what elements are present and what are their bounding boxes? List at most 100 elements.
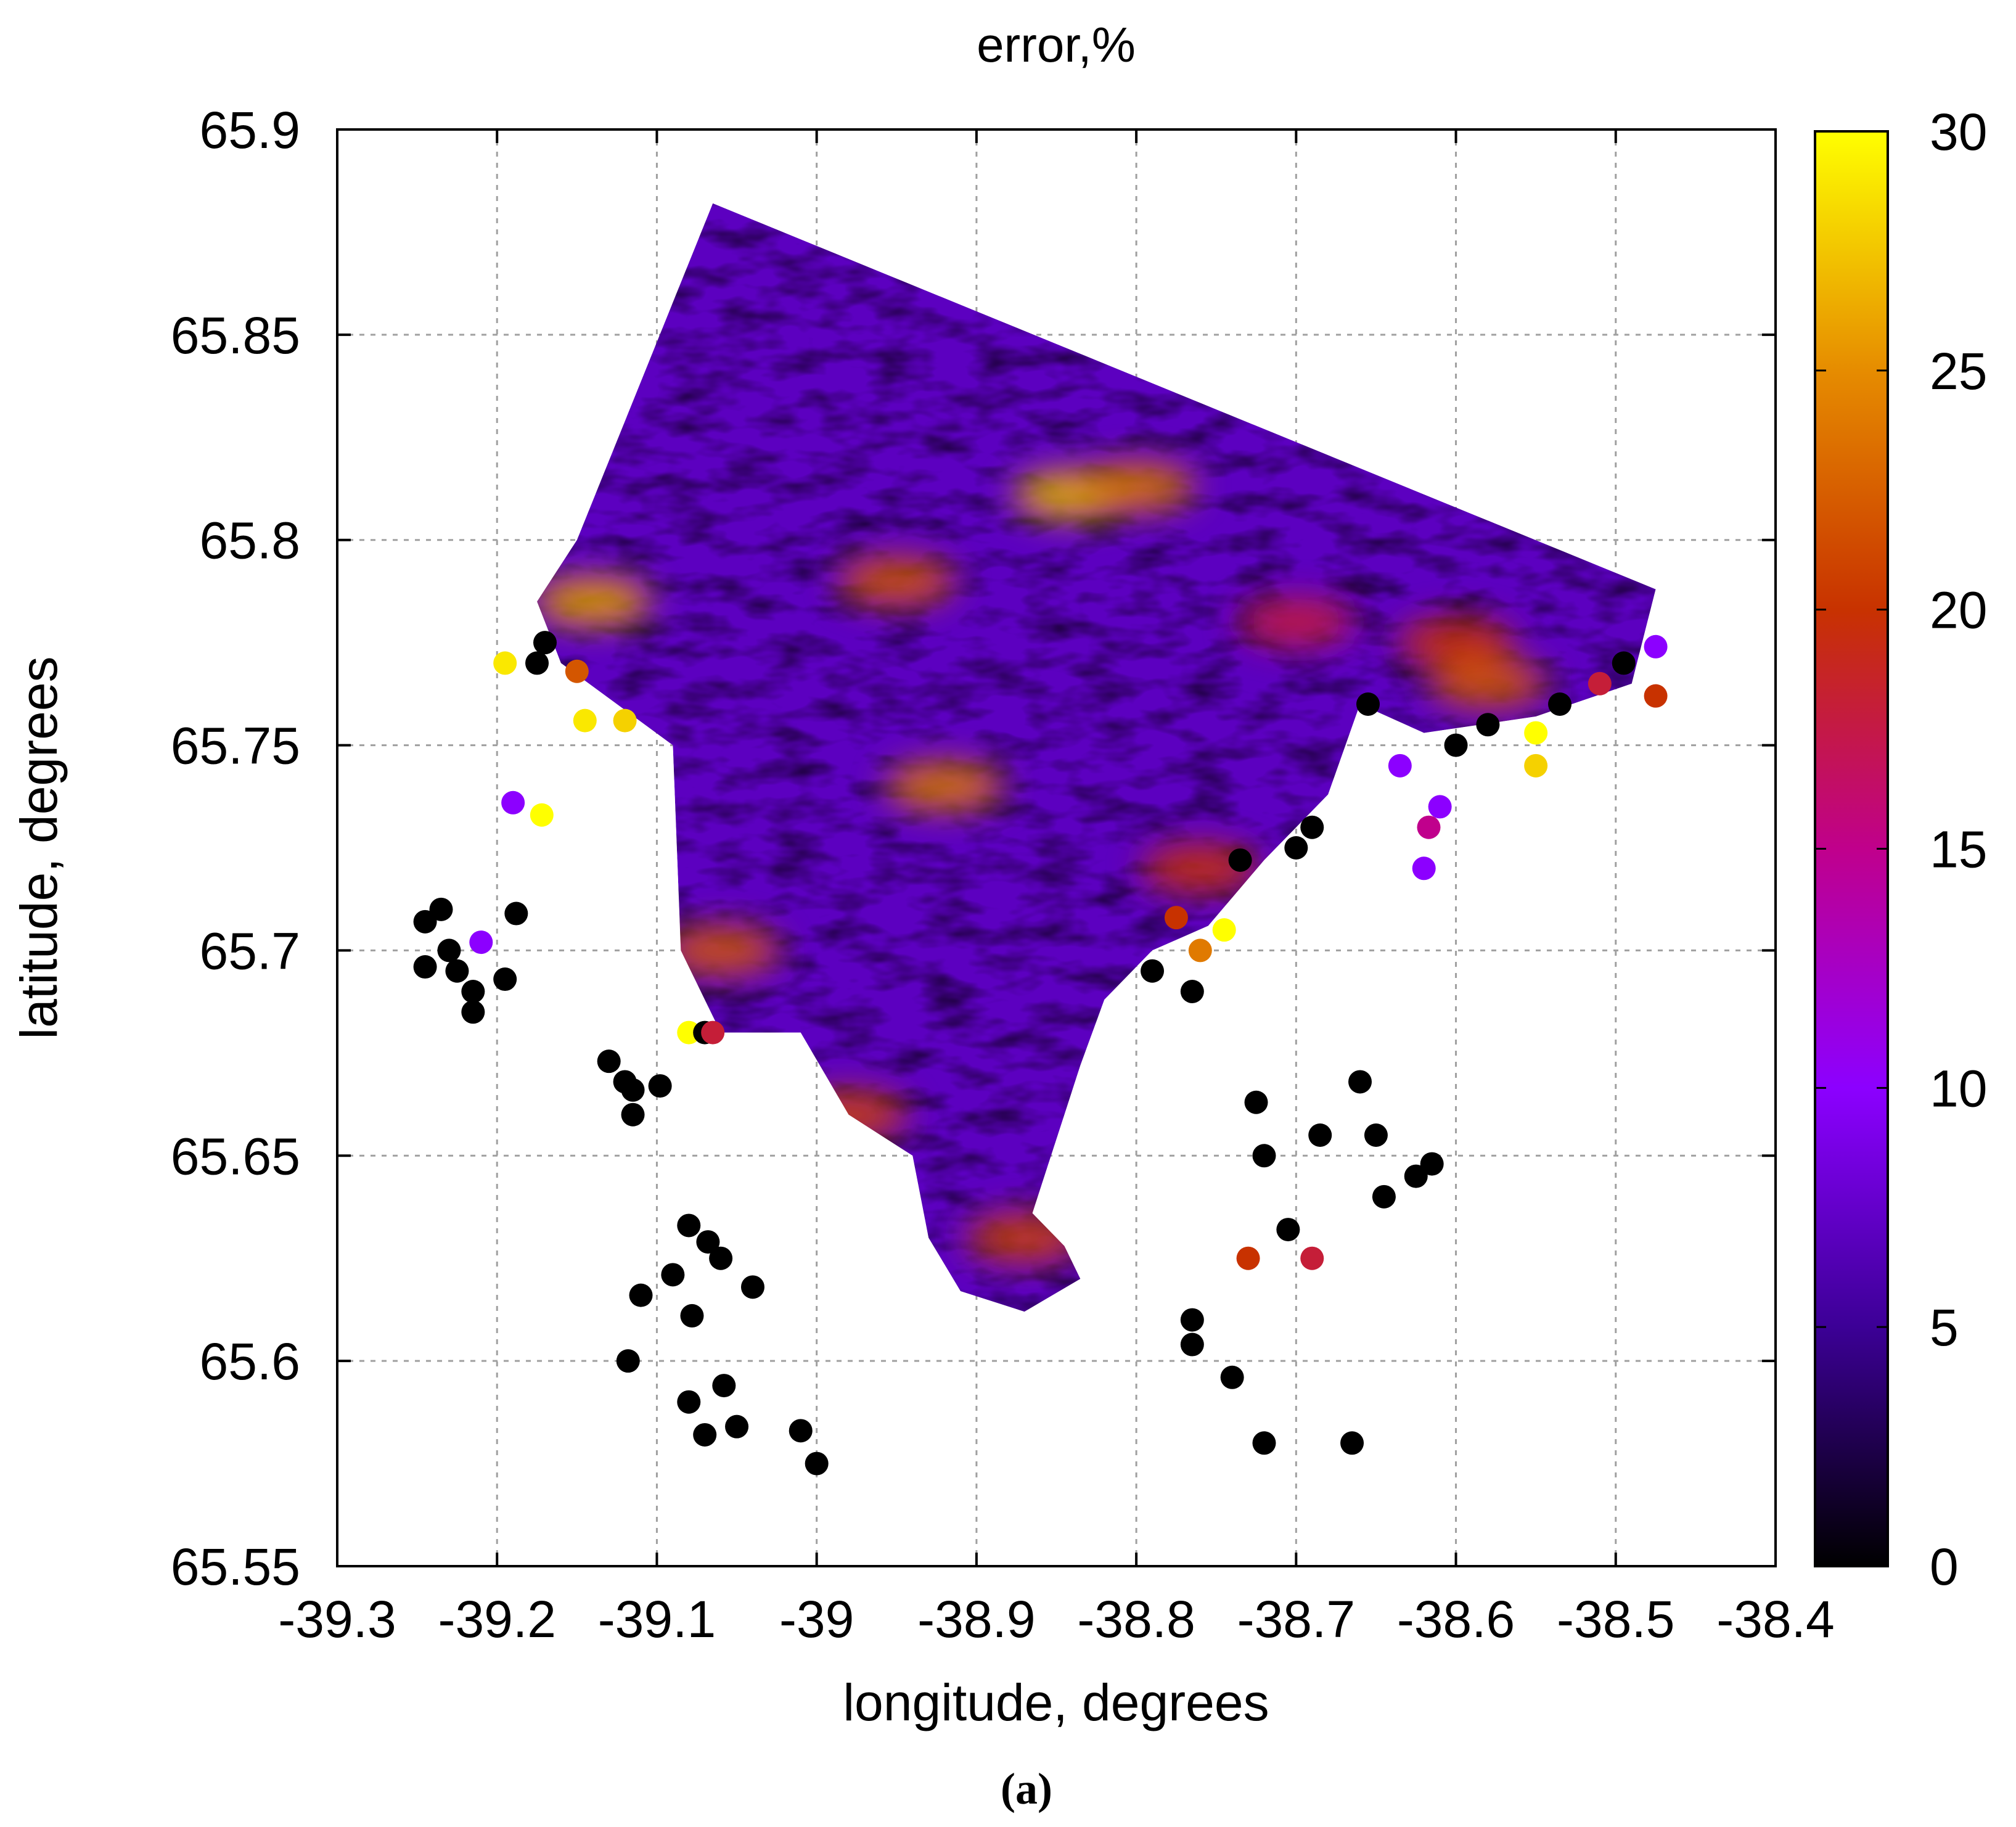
heatmap-point: [413, 909, 437, 934]
y-axis-title: latitude, degrees: [10, 656, 68, 1039]
y-tick-label: 65.6: [200, 1332, 301, 1390]
heatmap-point: [712, 1374, 736, 1398]
heatmap-point: [1412, 856, 1436, 881]
heatmap-point: [725, 1414, 749, 1439]
heatmap-hotspot: [886, 763, 1004, 810]
heatmap-point: [1548, 692, 1572, 716]
heatmap-point: [805, 1451, 829, 1476]
heatmap-point: [525, 651, 549, 675]
heatmap-point: [1420, 1152, 1444, 1176]
heatmap-point: [1644, 634, 1668, 659]
colorbar-gradient: [1815, 131, 1888, 1566]
heatmap-point: [1404, 1164, 1428, 1188]
x-axis-title: longitude, degrees: [843, 1673, 1269, 1731]
x-tick-label: -38.9: [917, 1590, 1035, 1648]
heatmap-point: [1644, 684, 1668, 708]
heatmap-point: [1476, 713, 1500, 737]
colorbar-tick-label: 30: [1930, 103, 1987, 161]
heatmap-point: [461, 980, 485, 1003]
heatmap-point: [429, 897, 453, 921]
heatmap-point: [621, 1078, 645, 1102]
panel-label: (a): [1001, 1764, 1052, 1813]
x-tick-label: -38.4: [1716, 1590, 1834, 1648]
heatmap-point: [1180, 980, 1204, 1003]
y-axis-ticks: 65.55 65.6 65.65 65.7 65.75 65.8 65.85 65.9: [171, 101, 1776, 1596]
heatmap-point: [693, 1423, 717, 1447]
heatmap-point: [1308, 1123, 1332, 1147]
heatmap-hotspot: [1397, 619, 1515, 667]
y-tick-label: 65.8: [200, 512, 301, 570]
heatmap-point: [740, 1275, 764, 1299]
heatmap-point: [1417, 815, 1441, 839]
heatmap-point: [565, 659, 589, 683]
x-tick-label: -38.5: [1557, 1590, 1674, 1648]
heatmap-point: [530, 803, 554, 827]
heatmap-point: [677, 1213, 701, 1238]
x-axis-ticks: -39.3 -39.2 -39.1 -39 -38.9 -38.8 -38.7 -38.6 -3…: [278, 129, 1835, 1648]
colorbar: 0 5 10 15 20 25 30: [1814, 103, 1987, 1596]
heatmap-point: [1220, 1365, 1244, 1389]
heatmap-point: [504, 901, 528, 926]
x-tick-label: -39: [779, 1590, 854, 1648]
heatmap-point: [1236, 1246, 1260, 1270]
x-tick-label: -38.6: [1397, 1590, 1515, 1648]
heatmap-point: [1300, 1246, 1324, 1270]
heatmap-point: [573, 708, 597, 733]
heatmap-point: [1388, 753, 1412, 778]
heatmap-hotspot: [537, 578, 652, 625]
heatmap-point: [1340, 1431, 1364, 1455]
heatmap-point: [1212, 918, 1236, 942]
heatmap-point: [1444, 733, 1468, 757]
heatmap-point: [493, 967, 517, 992]
heatmap-point: [613, 708, 637, 733]
y-tick-label: 65.85: [171, 306, 300, 364]
heatmap-point: [1428, 795, 1452, 819]
heatmap-point: [1364, 1123, 1388, 1147]
heatmap-point: [1180, 1332, 1204, 1357]
grid-lines: [337, 129, 1776, 1566]
heatmap-point: [696, 1230, 720, 1254]
heatmap-point: [493, 651, 517, 675]
heatmap-point: [677, 1390, 701, 1414]
heatmap-point: [1188, 938, 1212, 963]
heatmap-point: [616, 1349, 640, 1373]
y-tick-label: 65.9: [200, 101, 301, 159]
heatmap-point: [1524, 721, 1548, 745]
heatmap-hotspot: [838, 557, 956, 605]
heatmap-point: [1276, 1218, 1300, 1242]
heatmap-hotspot: [662, 927, 780, 974]
colorbar-tick-label: 5: [1930, 1299, 1959, 1357]
heatmap-point: [661, 1263, 685, 1287]
heatmap-point: [1164, 906, 1188, 930]
heatmap-point: [1284, 836, 1308, 860]
heatmap-point: [501, 790, 525, 815]
heatmap-point: [701, 1020, 725, 1045]
plot-area: -39.3 -39.2 -39.1 -39 -38.9 -38.8 -38.7 -38.6 -3…: [171, 101, 1835, 1648]
heatmap-point: [437, 938, 461, 963]
heatmap-hotspot: [1237, 598, 1355, 646]
heatmap-point: [621, 1102, 645, 1127]
heatmap-point: [597, 1049, 621, 1074]
heatmap-point: [1252, 1144, 1276, 1168]
heatmap-point: [629, 1283, 653, 1307]
plot-frame: [336, 128, 1777, 1567]
heatmap-point: [1588, 671, 1612, 696]
heatmap-point: [789, 1419, 813, 1443]
colorbar-ticks: 0 5 10 15 20 25 30: [1815, 103, 1987, 1596]
heatmap-point: [445, 959, 469, 983]
y-tick-label: 65.55: [171, 1538, 300, 1596]
heatmap-point: [1180, 1308, 1204, 1332]
heatmap-scatter-points: [413, 631, 1668, 1476]
colorbar-tick-label: 15: [1930, 821, 1987, 879]
heatmap-hotspots: [537, 463, 1547, 1262]
heatmap-point: [1252, 1431, 1276, 1455]
colorbar-tick-label: 20: [1930, 581, 1987, 639]
heatmap-point: [533, 631, 557, 655]
heatmap-point: [1300, 815, 1324, 839]
heatmap-point: [648, 1074, 672, 1098]
heatmap-hotspot: [1078, 463, 1195, 511]
heatmap-point: [413, 955, 437, 979]
x-tick-label: -39.3: [278, 1590, 396, 1648]
heatmap-point: [709, 1246, 733, 1270]
